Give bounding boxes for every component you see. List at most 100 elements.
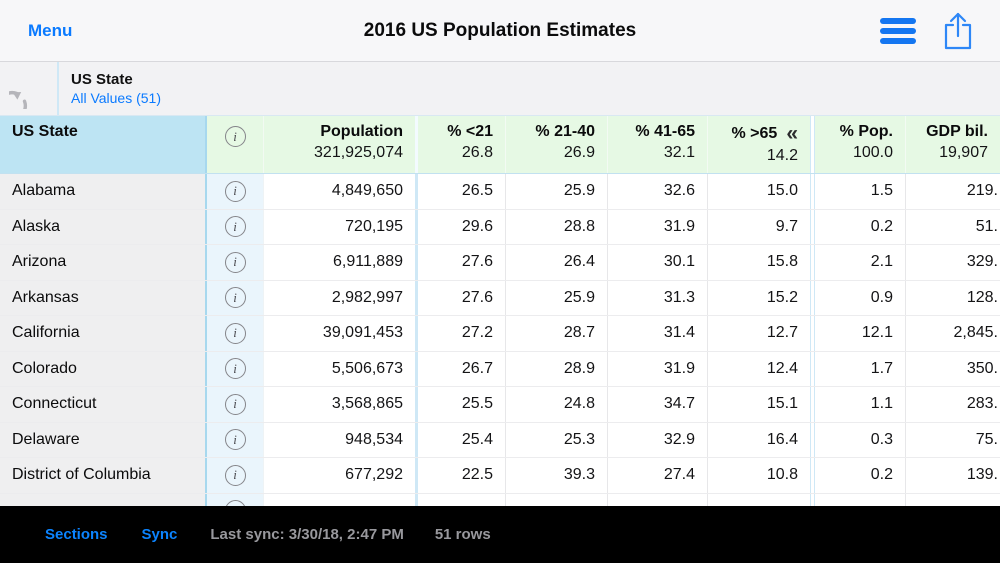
gdp-cell[interactable]: 75. — [905, 422, 1000, 457]
pct-21-40-cell[interactable]: 26.4 — [505, 245, 607, 280]
pct-under-21-cell[interactable]: 27.2 — [415, 316, 505, 351]
pct-pop-cell[interactable] — [815, 493, 905, 506]
column-header-pct-21-40[interactable]: % 21-40 26.9 — [505, 116, 607, 173]
gdp-cell[interactable]: 2,845. — [905, 316, 1000, 351]
state-cell[interactable]: Alabama — [0, 174, 205, 209]
column-header-pct-over-65[interactable]: % >65 « 14.2 — [707, 116, 810, 173]
pct-under-21-cell[interactable]: 29.6 — [415, 209, 505, 244]
pct-under-21-cell[interactable]: 22.5 — [415, 458, 505, 493]
refresh-icon[interactable] — [0, 62, 49, 115]
pct-pop-cell[interactable]: 1.7 — [815, 351, 905, 386]
population-cell[interactable]: 3,568,865 — [263, 387, 415, 422]
state-cell[interactable] — [0, 493, 205, 506]
population-cell[interactable]: 677,292 — [263, 458, 415, 493]
state-cell[interactable]: California — [0, 316, 205, 351]
sections-button[interactable]: Sections — [45, 526, 108, 543]
pct-over-65-cell[interactable]: 9.7 — [707, 209, 810, 244]
gdp-cell[interactable]: 219. — [905, 174, 1000, 209]
pct-over-65-cell[interactable]: 12.7 — [707, 316, 810, 351]
pct-pop-cell[interactable]: 1.1 — [815, 387, 905, 422]
column-header-pct-pop[interactable]: % Pop. 100.0 — [815, 116, 905, 173]
pct-21-40-cell[interactable]: 25.3 — [505, 422, 607, 457]
share-icon[interactable] — [942, 12, 974, 50]
info-icon[interactable]: i — [224, 429, 246, 451]
population-cell[interactable]: 6,911,889 — [263, 245, 415, 280]
pct-41-65-cell[interactable]: 32.6 — [607, 174, 707, 209]
info-icon[interactable]: i — [224, 500, 246, 506]
pct-under-21-cell[interactable]: 26.5 — [415, 174, 505, 209]
pct-41-65-cell[interactable]: 30.1 — [607, 245, 707, 280]
pct-41-65-cell[interactable]: 31.3 — [607, 280, 707, 315]
pct-over-65-cell[interactable]: 12.4 — [707, 351, 810, 386]
info-icon[interactable]: i — [224, 393, 246, 415]
population-cell[interactable]: 5,506,673 — [263, 351, 415, 386]
gdp-cell[interactable]: 51. — [905, 209, 1000, 244]
state-cell[interactable]: Arizona — [0, 245, 205, 280]
gdp-cell[interactable]: 139. — [905, 458, 1000, 493]
info-icon[interactable]: i — [224, 180, 246, 202]
pct-pop-cell[interactable]: 12.1 — [815, 316, 905, 351]
pct-under-21-cell[interactable] — [415, 493, 505, 506]
info-icon[interactable]: i — [224, 358, 246, 380]
state-cell[interactable]: Delaware — [0, 422, 205, 457]
pct-over-65-cell[interactable]: 15.2 — [707, 280, 810, 315]
column-header-us-state[interactable]: US State — [0, 116, 205, 173]
pct-pop-cell[interactable]: 2.1 — [815, 245, 905, 280]
pct-over-65-cell[interactable]: 10.8 — [707, 458, 810, 493]
filter-chip-us-state[interactable]: US State All Values (51) — [59, 62, 161, 115]
pct-41-65-cell[interactable]: 34.7 — [607, 387, 707, 422]
pct-over-65-cell[interactable] — [707, 493, 810, 506]
population-cell[interactable]: 2,982,997 — [263, 280, 415, 315]
gdp-cell[interactable]: 329. — [905, 245, 1000, 280]
pct-41-65-cell[interactable]: 31.4 — [607, 316, 707, 351]
state-cell[interactable]: Connecticut — [0, 387, 205, 422]
pct-21-40-cell[interactable]: 25.9 — [505, 280, 607, 315]
column-header-gdp[interactable]: GDP bil. 19,907 — [905, 116, 1000, 173]
gdp-cell[interactable]: 350. — [905, 351, 1000, 386]
pct-pop-cell[interactable]: 0.3 — [815, 422, 905, 457]
state-cell[interactable]: District of Columbia — [0, 458, 205, 493]
pct-41-65-cell[interactable] — [607, 493, 707, 506]
pct-under-21-cell[interactable]: 25.4 — [415, 422, 505, 457]
pct-21-40-cell[interactable]: 28.8 — [505, 209, 607, 244]
pct-over-65-cell[interactable]: 15.1 — [707, 387, 810, 422]
population-cell[interactable]: 720,195 — [263, 209, 415, 244]
column-header-pct-41-65[interactable]: % 41-65 32.1 — [607, 116, 707, 173]
pct-pop-cell[interactable]: 0.2 — [815, 209, 905, 244]
pct-under-21-cell[interactable]: 26.7 — [415, 351, 505, 386]
pct-pop-cell[interactable]: 1.5 — [815, 174, 905, 209]
gdp-cell[interactable] — [905, 493, 1000, 506]
gdp-cell[interactable]: 128. — [905, 280, 1000, 315]
state-cell[interactable]: Arkansas — [0, 280, 205, 315]
info-icon[interactable]: i — [224, 251, 246, 273]
pct-21-40-cell[interactable]: 25.9 — [505, 174, 607, 209]
pct-under-21-cell[interactable]: 27.6 — [415, 245, 505, 280]
info-icon[interactable]: i — [224, 464, 246, 486]
gdp-cell[interactable]: 283. — [905, 387, 1000, 422]
population-cell[interactable]: 4,849,650 — [263, 174, 415, 209]
column-header-population[interactable]: Population 321,925,074 — [263, 116, 415, 173]
pct-21-40-cell[interactable]: 24.8 — [505, 387, 607, 422]
pct-over-65-cell[interactable]: 15.0 — [707, 174, 810, 209]
pct-over-65-cell[interactable]: 16.4 — [707, 422, 810, 457]
pct-over-65-cell[interactable]: 15.8 — [707, 245, 810, 280]
pct-21-40-cell[interactable]: 28.9 — [505, 351, 607, 386]
pct-pop-cell[interactable]: 0.2 — [815, 458, 905, 493]
menu-button[interactable]: Menu — [28, 20, 73, 40]
list-view-icon[interactable] — [880, 14, 916, 48]
pct-21-40-cell[interactable] — [505, 493, 607, 506]
pct-41-65-cell[interactable]: 27.4 — [607, 458, 707, 493]
pct-21-40-cell[interactable]: 39.3 — [505, 458, 607, 493]
pct-41-65-cell[interactable]: 31.9 — [607, 351, 707, 386]
sync-button[interactable]: Sync — [141, 526, 178, 543]
info-icon[interactable]: i — [224, 287, 246, 309]
population-cell[interactable]: 948,534 — [263, 422, 415, 457]
column-header-pct-under-21[interactable]: % <21 26.8 — [415, 116, 505, 173]
population-cell[interactable]: 39,091,453 — [263, 316, 415, 351]
state-cell[interactable]: Alaska — [0, 209, 205, 244]
state-cell[interactable]: Colorado — [0, 351, 205, 386]
population-cell[interactable] — [263, 493, 415, 506]
pct-pop-cell[interactable]: 0.9 — [815, 280, 905, 315]
pct-under-21-cell[interactable]: 27.6 — [415, 280, 505, 315]
info-icon[interactable]: i — [224, 322, 246, 344]
